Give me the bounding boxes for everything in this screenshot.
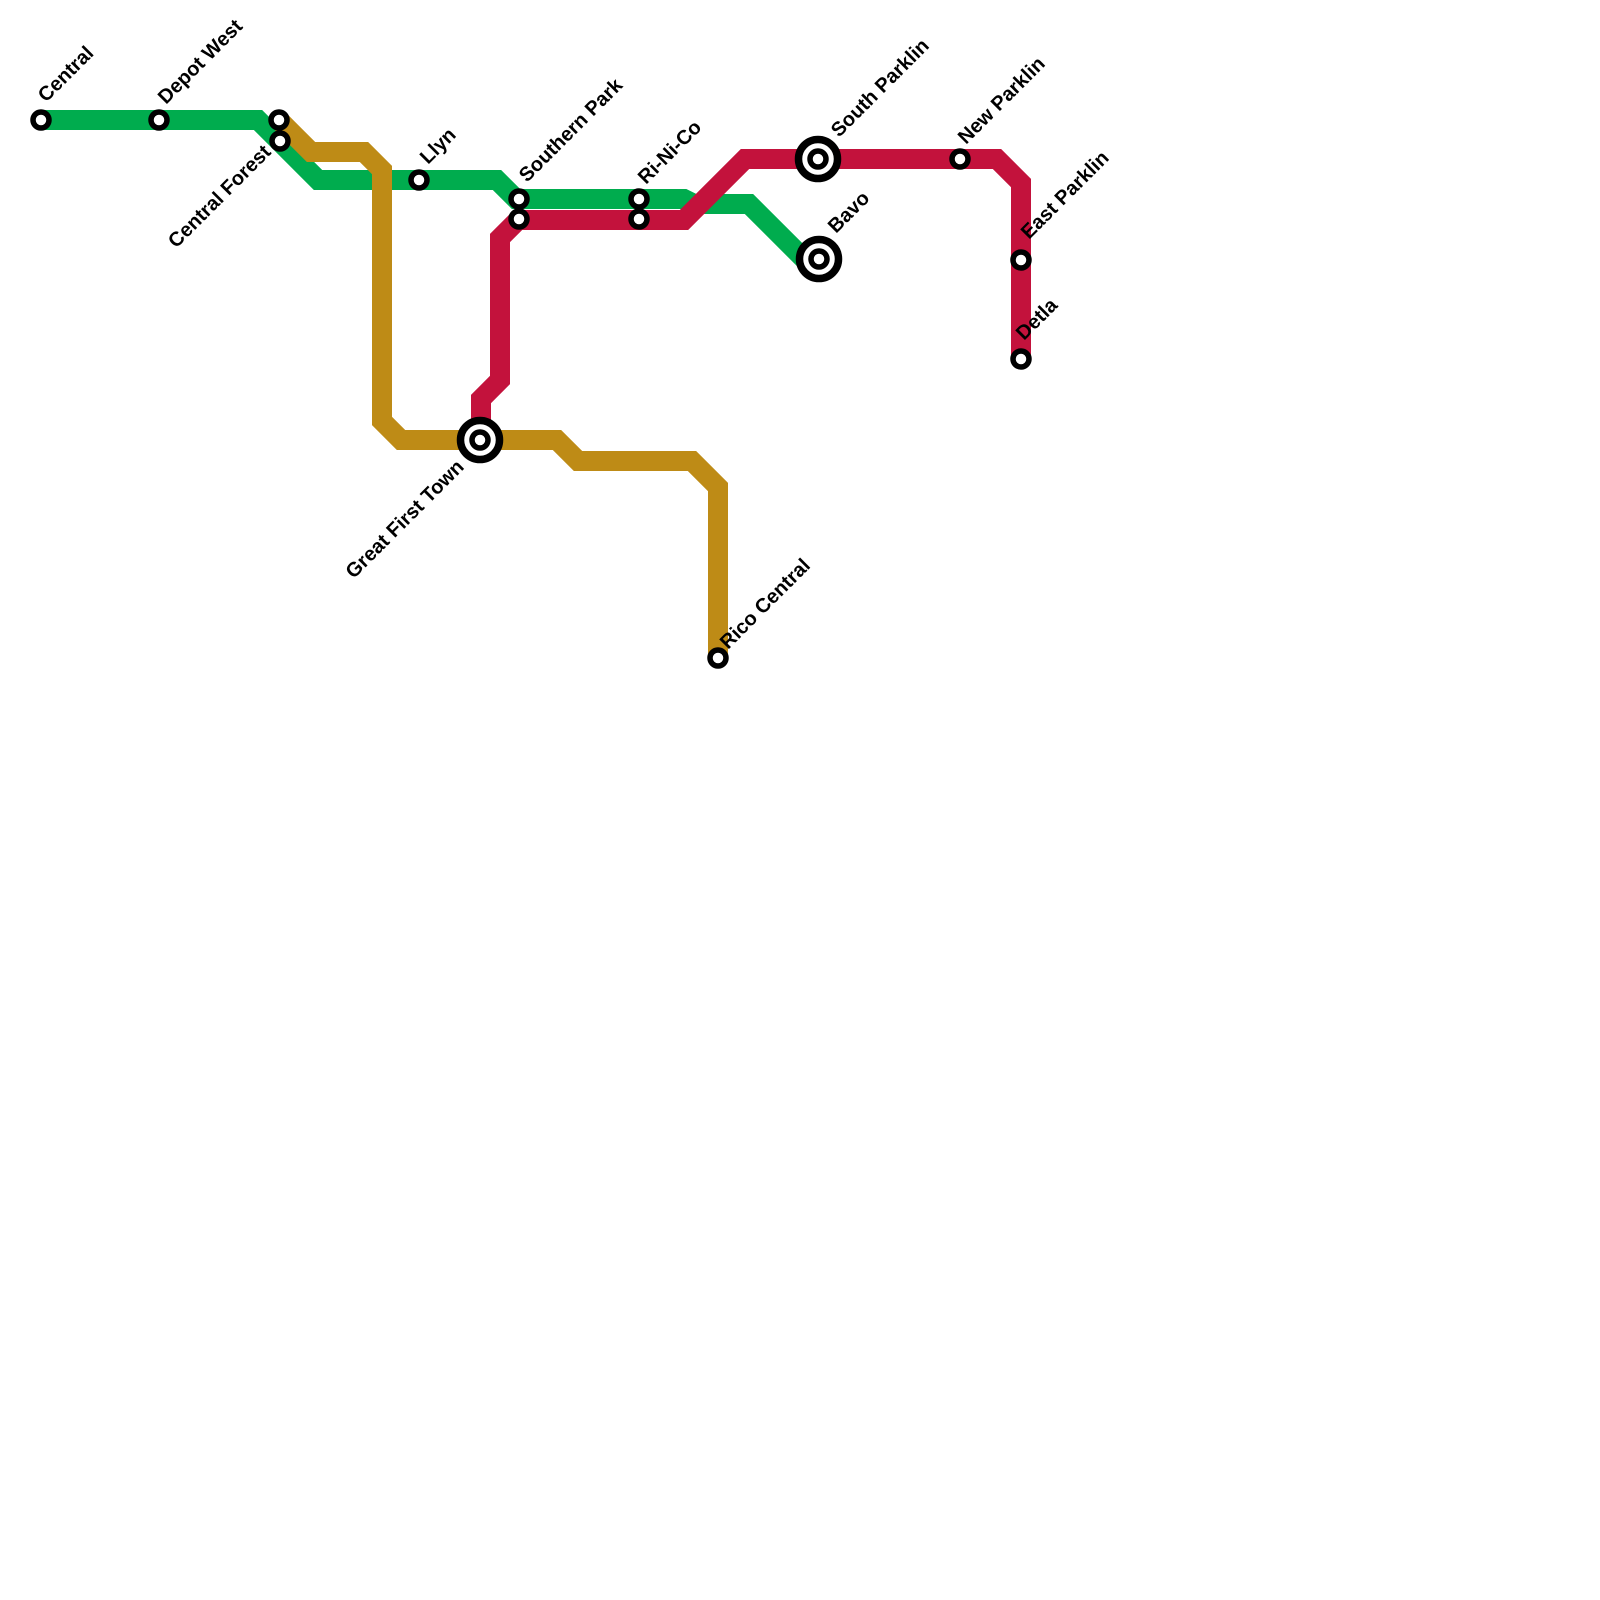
station-marker	[949, 148, 971, 170]
station-marker	[268, 109, 290, 131]
station-marker	[628, 208, 650, 230]
interchange-marker-inner	[808, 248, 830, 270]
interchange-marker-inner	[807, 148, 829, 170]
station-label: East Parklin	[1017, 147, 1114, 244]
green-line	[41, 110, 819, 269]
station-label: South Parklin	[827, 35, 934, 142]
station-label: Southern Park	[515, 74, 628, 187]
station-label: Depot West	[154, 15, 247, 108]
interchange-marker-inner	[469, 429, 491, 451]
station-label: Ri-Ni-Co	[634, 116, 706, 188]
station-marker	[628, 188, 650, 210]
station-marker	[269, 130, 291, 152]
station-marker	[508, 188, 530, 210]
red-line	[471, 149, 1031, 440]
station-marker	[1010, 348, 1032, 370]
station-label: Llyn	[416, 124, 461, 169]
station-label: Great First Town	[342, 456, 469, 583]
station-marker	[1010, 249, 1032, 271]
station-label: Bavo	[824, 187, 874, 237]
station-label: Central Forest	[164, 141, 276, 253]
station-marker	[30, 109, 52, 131]
station-marker	[707, 647, 729, 669]
station-bavo: Bavo	[795, 187, 874, 283]
station-marker	[508, 208, 530, 230]
station-label: Central	[34, 42, 98, 106]
station-label: New Parklin	[954, 53, 1050, 149]
station-marker	[408, 169, 430, 191]
station-label: Rico Central	[716, 555, 815, 654]
gold-line	[273, 114, 728, 658]
station-marker	[148, 109, 170, 131]
